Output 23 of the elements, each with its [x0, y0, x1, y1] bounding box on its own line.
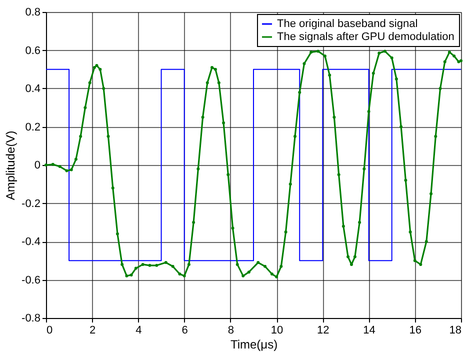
- y-tick-label: -0.2: [22, 198, 40, 210]
- y-tick-label: 0: [34, 160, 40, 172]
- x-tick-label: 14: [363, 324, 376, 336]
- x-axis-title: Time(μs): [230, 338, 278, 352]
- x-tick-label: 2: [90, 324, 96, 336]
- x-tick-label: 0: [46, 324, 53, 336]
- y-tick-label: -0.6: [22, 274, 40, 286]
- y-axis-title: Amplitude(V): [4, 130, 18, 200]
- x-tick-label: 4: [136, 324, 142, 336]
- x-tick-label: 10: [270, 324, 284, 336]
- x-tick-label: 18: [449, 324, 462, 336]
- x-tick-label: 8: [228, 324, 234, 336]
- y-tick-label: 0.6: [25, 44, 40, 57]
- y-tick-label: -0.8: [22, 312, 40, 324]
- y-tick-label: 0.8: [25, 6, 40, 18]
- y-tick-label: 0.2: [25, 121, 40, 134]
- x-tick-label: 16: [409, 324, 422, 336]
- legend-label: The signals after GPU demodulation: [277, 31, 454, 43]
- y-tick-label: -0.4: [22, 236, 40, 248]
- y-tick-label: 0.4: [25, 83, 40, 95]
- legend-label: The original baseband signal: [277, 18, 418, 30]
- x-tick-label: 6: [182, 324, 188, 336]
- x-tick-label: 12: [317, 324, 330, 336]
